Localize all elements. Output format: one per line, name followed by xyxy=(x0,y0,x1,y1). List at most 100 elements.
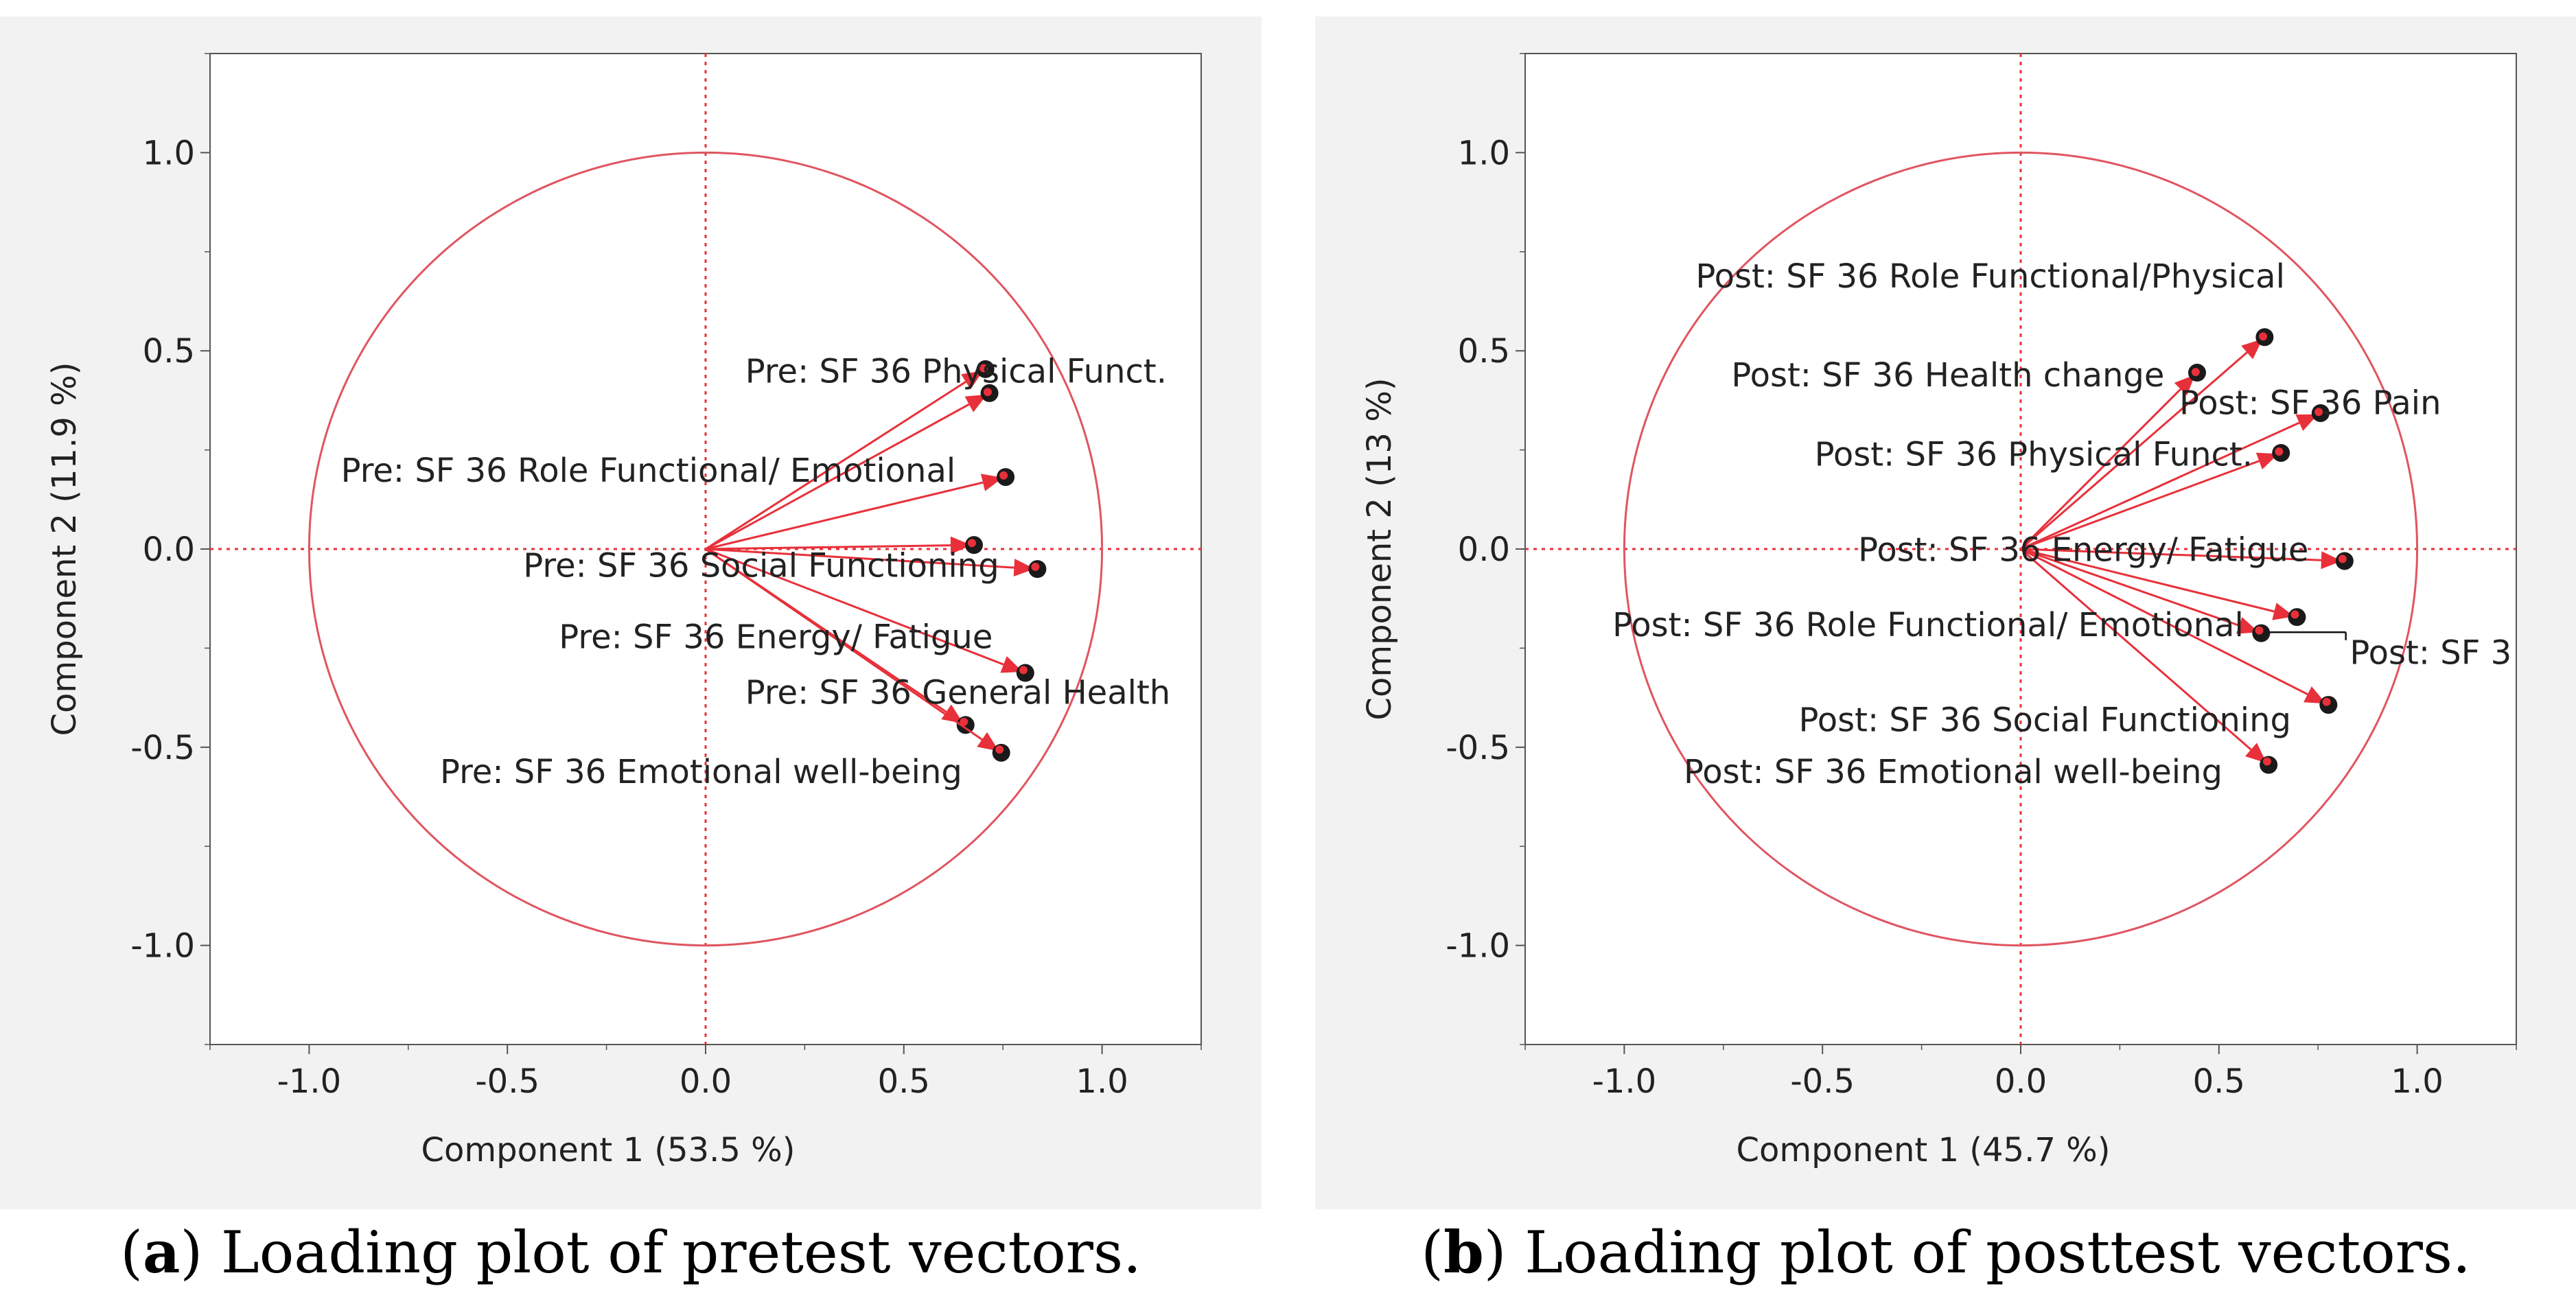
caption-open: ( xyxy=(1421,1219,1444,1286)
chart-b-loading-point-highlight xyxy=(2314,408,2323,417)
chart-b-y-axis-label: Component 2 (13 %) xyxy=(1360,377,1399,720)
chart-b-variable-label: Post: SF 36 Physical Funct. xyxy=(1815,436,2253,474)
chart-a-loading-vector xyxy=(705,548,1004,666)
chart-a-unit-circle xyxy=(308,151,1104,947)
chart-b-vector-arrowhead xyxy=(2295,414,2319,431)
chart-a-loading-vector xyxy=(705,544,951,550)
chart-a-x-tick-label: 0.0 xyxy=(680,1062,732,1101)
chart-b-loading-vector xyxy=(2020,548,2240,627)
chart-a-y-tick-label: 0.5 xyxy=(143,332,195,371)
chart-a-y-tick-label: 0.0 xyxy=(143,530,195,569)
chart-a-loading-vector xyxy=(705,548,1014,569)
caption-letter: a xyxy=(143,1218,181,1286)
chart-a-variable-label: Pre: SF 36 Social Functioning xyxy=(523,546,999,585)
chart-b-vector-arrowhead xyxy=(2174,374,2196,396)
chart-a-loading-vector xyxy=(705,381,966,550)
chart-a-loading-vector xyxy=(705,481,984,550)
chart-b-loading-point-highlight xyxy=(2262,757,2271,766)
chart-a-loading-point-highlight xyxy=(967,539,976,548)
chart-b-x-tick-label: -1.0 xyxy=(1592,1062,1657,1101)
chart-b-vector-arrowhead xyxy=(2321,551,2342,570)
chart-a-y-tick-label: -0.5 xyxy=(130,729,195,767)
loading-plot-posttest: -1.0 -0.5 0.0 0.5 1.0 1.0 0.5 0.0 -0.5 -1.0 Compon… xyxy=(1360,53,2517,1169)
chart-b-loading-point-highlight xyxy=(2338,555,2347,563)
chart-a-vector-arrowhead xyxy=(950,536,971,555)
chart-b-vector-arrowhead xyxy=(2304,686,2326,704)
panel-a: -1.0 -0.5 0.0 0.5 1.0 1.0 0.5 0.0 -0.5 -1.0 Compon… xyxy=(0,16,1262,1209)
chart-a-vector-arrowhead xyxy=(977,732,999,751)
chart-b-loading-point-highlight xyxy=(2255,626,2264,635)
chart-b-variable-label: Post: SF 36 Health change xyxy=(1731,356,2164,395)
chart-b-variable-label: Post: SF 36 Role Functional/Physical xyxy=(1695,257,2285,296)
chart-b-vector-arrowhead xyxy=(2255,452,2279,469)
chart-a-variable-label: Pre: SF 36 Role Functional/ Emotional xyxy=(341,452,956,490)
chart-b-loading-vector xyxy=(2020,548,2252,751)
chart-b-loading-vector xyxy=(2020,548,2275,613)
caption-close: ) xyxy=(180,1219,203,1286)
chart-b-loading-point-highlight xyxy=(2322,697,2331,706)
chart-b-variable-label: Post: SF 36 Emotional well-being xyxy=(1684,753,2223,791)
chart-b-vector-arrowhead xyxy=(2244,743,2267,763)
chart-b-loading-vector xyxy=(2019,388,2181,550)
chart-b-y-tick-label: -0.5 xyxy=(1446,729,1510,767)
chart-b-variable-label: Post: SF 36 Role Functional/ Emotional xyxy=(1612,606,2244,644)
chart-a-x-axis-label: Component 1 (53.5 %) xyxy=(421,1131,796,1169)
chart-a-loading-point-highlight xyxy=(960,717,968,726)
chart-a-vector-arrowhead xyxy=(941,704,964,724)
chart-a-variable-label: Pre: SF 36 General Health xyxy=(745,673,1170,712)
chart-b-loading-vector xyxy=(2020,351,2248,550)
chart-b-x-axis-label: Component 1 (45.7 %) xyxy=(1737,1131,2111,1169)
chart-b-variable-label: Post: SF 36 Energy/ Fatigue xyxy=(1858,530,2308,569)
panel-b: -1.0 -0.5 0.0 0.5 1.0 1.0 0.5 0.0 -0.5 -1.0 Compon… xyxy=(1315,16,2576,1209)
chart-b-loading-point-highlight xyxy=(2290,610,2299,619)
chart-a-loading-point-highlight xyxy=(1019,666,1028,675)
chart-b-y-tick-label: 1.0 xyxy=(1458,134,1510,172)
caption-close: ) xyxy=(1483,1219,1507,1286)
caption-a: (a) Loading plot of pretest vectors. xyxy=(0,1208,1262,1297)
caption-open: ( xyxy=(120,1219,143,1286)
chart-a-y-tick-label: 1.0 xyxy=(143,134,195,172)
chart-b-variable-label: Post: SF 36 Pain xyxy=(2179,384,2441,423)
caption-b: (b) Loading plot of posttest vectors. xyxy=(1315,1208,2576,1297)
chart-a-x-tick-label: -0.5 xyxy=(475,1062,539,1101)
chart-b-loading-vector xyxy=(2020,548,2308,696)
chart-a-vector-arrowhead xyxy=(964,394,988,412)
chart-b-x-tick-label: 1.0 xyxy=(2391,1062,2443,1101)
chart-b-variable-label: Post: SF 36 Social Functioning xyxy=(1799,701,2292,740)
chart-a-y-tick-label: -1.0 xyxy=(130,927,195,966)
chart-b-loading-point-highlight xyxy=(2275,447,2284,456)
chart-a-variable-label: Pre: SF 36 Physical Funct. xyxy=(745,352,1167,390)
caption-text: Loading plot of pretest vectors. xyxy=(220,1219,1141,1286)
chart-b-x-tick-label: 0.0 xyxy=(1995,1062,2047,1101)
chart-a-loading-point-highlight xyxy=(1031,562,1040,571)
chart-b-x-tick-label: 0.5 xyxy=(2193,1062,2245,1101)
chart-a-x-tick-label: -1.0 xyxy=(277,1062,342,1101)
chart-a-vector-arrowhead xyxy=(1013,559,1035,577)
chart-b-y-tick-label: 0.0 xyxy=(1458,530,1510,569)
chart-a-loading-point-highlight xyxy=(995,745,1004,754)
chart-a-variable-label: Pre: SF 36 Energy/ Fatigue xyxy=(559,618,993,656)
chart-b-loading-point-highlight xyxy=(2191,368,2200,377)
chart-a-y-axis-label: Component 2 (11.9 %) xyxy=(45,362,84,736)
chart-a-x-tick-label: 0.5 xyxy=(878,1062,930,1101)
chart-a-loading-point-highlight xyxy=(999,471,1008,480)
caption-letter: b xyxy=(1443,1218,1484,1286)
chart-b-y-tick-label: -1.0 xyxy=(1446,927,1510,966)
loading-plot-pretest: -1.0 -0.5 0.0 0.5 1.0 1.0 0.5 0.0 -0.5 -1.0 Compon… xyxy=(45,53,1202,1169)
chart-b-loading-point-highlight xyxy=(2259,332,2268,341)
chart-b-loading-vector xyxy=(2020,421,2300,550)
chart-b-y-tick-label: 0.5 xyxy=(1458,332,1510,371)
caption-text: Loading plot of posttest vectors. xyxy=(1524,1219,2471,1286)
chart-a-loading-point-highlight xyxy=(979,364,988,373)
chart-b-vector-arrowhead xyxy=(2241,338,2263,360)
chart-a-loading-vector xyxy=(705,548,983,741)
chart-b-x-tick-label: -0.5 xyxy=(1790,1062,1855,1101)
chart-a-loading-point-highlight xyxy=(983,388,992,397)
chart-b-loading-vector xyxy=(2020,548,2321,561)
chart-a-vector-arrowhead xyxy=(1000,656,1023,673)
chart-b-unit-circle xyxy=(1623,151,2419,947)
chart-b-loading-vector xyxy=(2020,460,2260,550)
chart-b-variable-label: Post: SF 3 xyxy=(2349,634,2511,673)
chart-a-x-tick-label: 1.0 xyxy=(1076,1062,1128,1101)
chart-a-vector-arrowhead xyxy=(961,371,984,390)
